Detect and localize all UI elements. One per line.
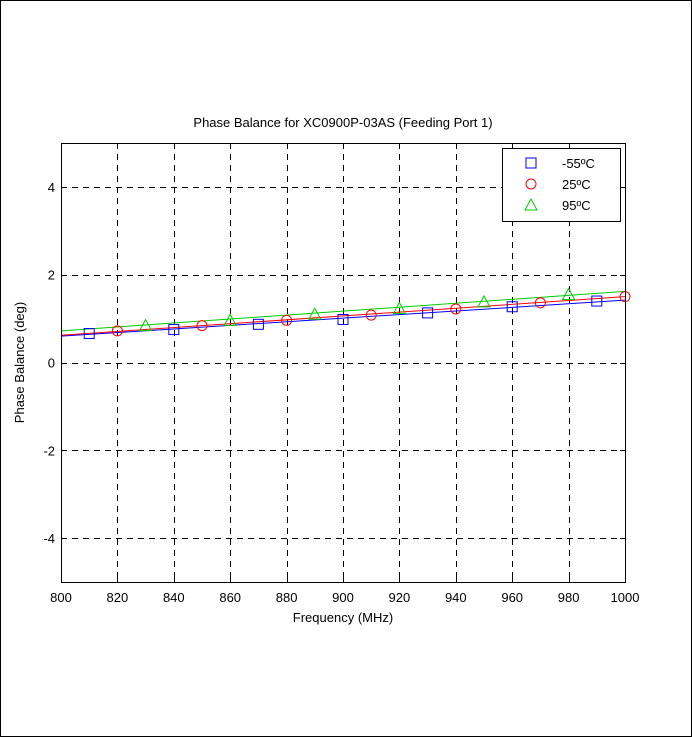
data-point (307, 307, 322, 320)
x-tick-label: 800 (50, 590, 72, 605)
data-point (337, 313, 349, 325)
x-tick-label: 960 (501, 590, 523, 605)
y-tick-label: -4 (43, 531, 55, 546)
data-point (252, 318, 264, 330)
data-point (111, 325, 123, 337)
y-tick-label: -2 (43, 443, 55, 458)
data-point (138, 318, 153, 332)
data-point (422, 307, 434, 319)
x-tick-labels: 800 820 840 860 880 900 920 940 960 980 1000 (50, 590, 639, 605)
x-tick-label: 980 (558, 590, 580, 605)
series-line (60, 299, 626, 337)
data-point (196, 320, 208, 332)
x-tick-label: 860 (219, 590, 241, 605)
x-tick-label: 840 (163, 590, 185, 605)
data-point (561, 287, 576, 300)
data-point (223, 313, 238, 326)
legend-marker (525, 157, 537, 169)
data-point (83, 328, 95, 340)
data-point (365, 309, 377, 321)
legend-marker (524, 197, 538, 211)
y-tick-labels: -4 -2 0 2 4 (43, 180, 55, 546)
series-line (60, 290, 626, 332)
legend: -55ºC 25ºC 95ºC (502, 148, 621, 222)
y-tick-label: 0 (48, 356, 55, 371)
data-point (281, 314, 293, 326)
series-markers (83, 287, 631, 340)
data-point (591, 295, 603, 307)
series-line (60, 296, 626, 336)
x-tick-label: 1000 (611, 590, 640, 605)
data-point (392, 301, 407, 315)
x-tick-label: 900 (332, 590, 354, 605)
x-tick-label: 820 (107, 590, 129, 605)
legend-label: -55ºC (562, 156, 595, 171)
legend-label: 25ºC (562, 177, 591, 192)
x-tick-label: 920 (389, 590, 411, 605)
data-point (506, 301, 518, 313)
x-tick-label: 940 (445, 590, 467, 605)
legend-box (502, 148, 621, 222)
grid-lines (61, 143, 625, 582)
series-lines (60, 290, 626, 337)
data-point (534, 297, 546, 309)
chart-title: Phase Balance for XC0900P-03AS (Feeding … (193, 115, 492, 130)
data-point (450, 303, 462, 315)
x-tick-label: 880 (276, 590, 298, 605)
axis-ticks (61, 143, 626, 582)
data-point (168, 324, 180, 336)
y-tick-label: 4 (48, 180, 55, 195)
x-axis-label: Frequency (MHz) (293, 610, 393, 625)
legend-marker (525, 178, 537, 190)
legend-label: 95ºC (562, 198, 591, 213)
y-tick-label: 2 (48, 268, 55, 283)
data-point (477, 294, 491, 308)
y-axis-label: Phase Balance (deg) (12, 302, 27, 423)
